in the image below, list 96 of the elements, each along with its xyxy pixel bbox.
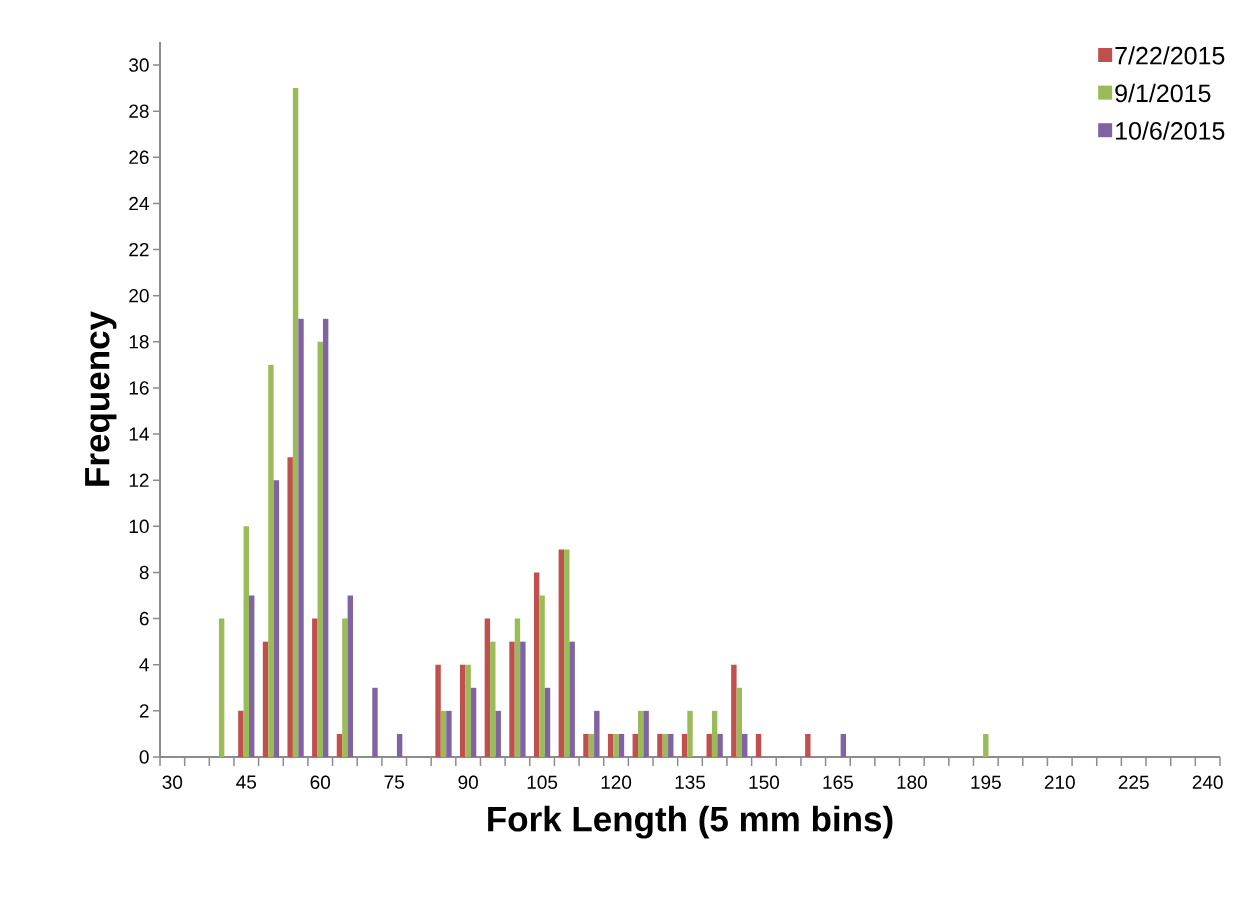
bar xyxy=(637,710,644,757)
bar xyxy=(544,687,551,757)
bar xyxy=(218,618,225,757)
x-tick-label: 105 xyxy=(527,775,558,789)
y-tick-label: 16 xyxy=(129,381,149,395)
y-tick-label: 12 xyxy=(129,473,149,487)
bar xyxy=(317,341,323,757)
x-tick-label: 135 xyxy=(675,775,706,789)
bar xyxy=(514,618,521,757)
x-tick-label: 60 xyxy=(310,775,331,789)
y-tick-label: 6 xyxy=(139,611,149,626)
bar xyxy=(446,710,452,757)
bar xyxy=(322,318,329,757)
bar xyxy=(533,572,540,757)
legend-label: 10/6/2015 xyxy=(1116,121,1225,140)
bar xyxy=(347,595,354,757)
y-tick-label: 14 xyxy=(129,427,149,441)
bar xyxy=(460,664,466,757)
bar xyxy=(298,318,304,757)
legend-label: 9/1/2015 xyxy=(1115,83,1211,103)
bar xyxy=(558,549,565,757)
bar xyxy=(742,733,748,757)
bar xyxy=(312,618,318,757)
bar xyxy=(706,733,712,757)
bar xyxy=(618,733,625,757)
bar xyxy=(238,710,244,757)
bar xyxy=(336,733,343,757)
x-tick-label: 75 xyxy=(384,775,404,789)
x-tick-label: 30 xyxy=(162,775,183,789)
x-tick-label: 240 xyxy=(1192,775,1223,789)
bar xyxy=(731,664,737,757)
bar xyxy=(983,733,989,757)
x-tick-label: 45 xyxy=(236,775,257,789)
bar xyxy=(564,549,570,757)
bar xyxy=(805,733,811,757)
x-tick-label: 90 xyxy=(458,775,478,789)
bar xyxy=(613,733,619,757)
bar xyxy=(509,641,515,757)
bar xyxy=(711,710,718,757)
bar xyxy=(687,710,693,757)
bar xyxy=(342,618,348,757)
y-tick-label: 8 xyxy=(139,565,149,580)
x-tick-label: 120 xyxy=(601,775,632,789)
bar xyxy=(662,733,669,757)
y-tick-label: 30 xyxy=(129,58,149,72)
bar xyxy=(249,595,255,757)
bar xyxy=(588,733,595,757)
legend-label: 7/22/2015 xyxy=(1115,46,1225,65)
bar xyxy=(632,733,638,757)
bar xyxy=(273,480,280,757)
x-tick-label: 225 xyxy=(1118,775,1149,789)
y-tick-label: 4 xyxy=(139,658,149,672)
bar xyxy=(372,687,378,757)
bar xyxy=(583,733,589,757)
bar xyxy=(292,88,299,757)
bar xyxy=(539,595,545,757)
bar xyxy=(440,710,447,757)
bar xyxy=(657,733,663,757)
y-tick-label: 28 xyxy=(129,104,149,118)
x-tick-label: 210 xyxy=(1044,775,1075,789)
y-tick-label: 2 xyxy=(139,704,149,718)
x-tick-label: 180 xyxy=(897,775,927,789)
bar xyxy=(643,710,649,757)
bar xyxy=(607,733,614,757)
bar xyxy=(594,710,600,757)
y-tick-label: 0 xyxy=(139,750,149,764)
bar xyxy=(470,687,477,757)
y-tick-label: 26 xyxy=(129,150,149,165)
bar xyxy=(717,733,723,757)
bar xyxy=(484,618,491,757)
bar xyxy=(490,641,496,757)
bar xyxy=(495,710,501,757)
bar xyxy=(755,733,762,757)
bar xyxy=(262,641,269,757)
x-axis-title: Fork Length (5 mm bins) xyxy=(488,805,893,839)
x-tick-label: 195 xyxy=(971,775,1001,789)
bar xyxy=(268,364,274,757)
bar xyxy=(243,526,249,757)
bar xyxy=(840,733,847,757)
y-tick-label: 24 xyxy=(129,196,149,211)
bar xyxy=(681,733,688,757)
bar xyxy=(465,664,471,757)
y-tick-label: 20 xyxy=(129,288,149,303)
y-axis-title: Frequency xyxy=(85,311,117,486)
y-tick-label: 10 xyxy=(129,519,149,534)
bar xyxy=(569,641,575,757)
x-tick-label: 150 xyxy=(749,775,780,789)
bar xyxy=(668,733,674,757)
bar xyxy=(520,641,526,757)
bar xyxy=(435,664,441,757)
y-tick-label: 18 xyxy=(129,335,149,349)
bar xyxy=(287,457,293,757)
bar xyxy=(396,733,403,757)
x-tick-label: 165 xyxy=(823,775,853,789)
bar xyxy=(736,687,743,757)
y-tick-label: 22 xyxy=(129,242,149,257)
